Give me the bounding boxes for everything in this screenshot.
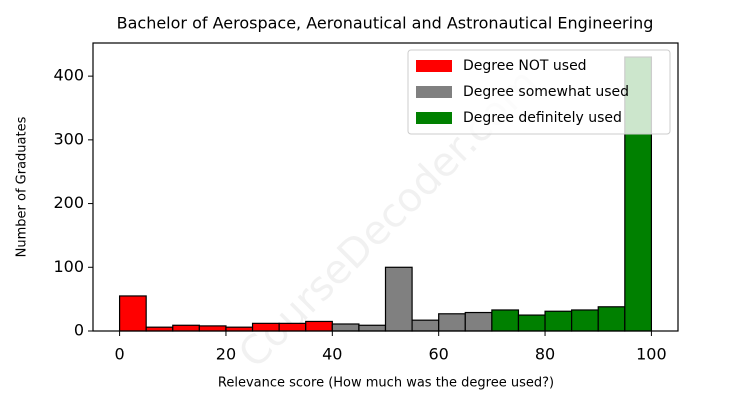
bar <box>278 322 307 332</box>
legend-swatch <box>416 60 452 72</box>
bar <box>118 295 147 332</box>
bar <box>172 324 200 332</box>
bar <box>358 324 387 332</box>
legend-box <box>407 49 671 135</box>
x-tick-label: 60 <box>429 345 449 364</box>
bar <box>251 322 280 332</box>
legend-label: Degree definitely used <box>463 110 622 126</box>
x-tick-label: 80 <box>535 345 555 364</box>
bar <box>384 266 413 332</box>
bar <box>305 320 333 332</box>
bar <box>331 323 360 332</box>
legend-label: Degree NOT used <box>463 58 587 74</box>
y-axis-label: Number of Graduates <box>15 116 30 257</box>
bar <box>544 310 573 332</box>
legend-swatch <box>416 112 452 124</box>
bar <box>411 319 440 332</box>
bar <box>491 309 520 332</box>
bar <box>571 309 599 332</box>
legend-swatch <box>416 86 452 98</box>
bar <box>517 314 546 332</box>
bar <box>198 325 227 332</box>
x-tick-label: 100 <box>636 345 667 364</box>
y-tick-label: 400 <box>53 66 84 85</box>
plot-frame <box>92 42 679 332</box>
y-tick-label: 200 <box>53 193 84 212</box>
bar <box>438 313 466 332</box>
x-axis-label: Relevance score (How much was the degree… <box>218 376 554 391</box>
x-tick-label: 20 <box>216 345 236 364</box>
x-tick-label: 0 <box>114 345 124 364</box>
y-tick-label: 100 <box>53 257 84 276</box>
legend-label: Degree somewhat used <box>463 84 629 100</box>
bar <box>597 306 626 332</box>
chart-title: Bachelor of Aerospace, Aeronautical and … <box>117 14 654 33</box>
y-tick-label: 300 <box>53 129 84 148</box>
y-tick-label: 0 <box>74 321 84 340</box>
x-tick-label: 40 <box>322 345 342 364</box>
bar <box>464 311 493 332</box>
